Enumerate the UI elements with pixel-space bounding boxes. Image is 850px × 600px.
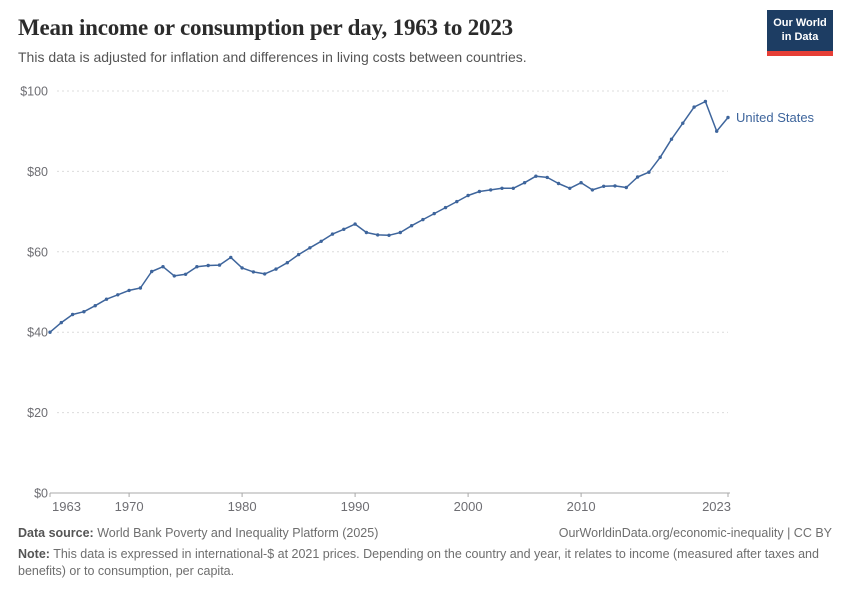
data-point-2009[interactable] <box>568 186 572 190</box>
data-point-1997[interactable] <box>432 211 436 216</box>
owid-logo-line1: Our World <box>773 17 827 29</box>
data-point-1968[interactable] <box>104 297 109 301</box>
data-point-1970[interactable] <box>127 288 131 293</box>
data-point-2020[interactable] <box>692 105 696 109</box>
chart-subtitle: This data is adjusted for inflation and … <box>18 48 527 65</box>
data-point-1965[interactable] <box>70 312 75 317</box>
data-point-2011[interactable] <box>590 188 595 192</box>
y-tick-label-40: $40 <box>27 326 48 340</box>
series-line-united-states[interactable] <box>49 100 729 333</box>
owid-logo-box: Our World in Data <box>767 10 833 51</box>
data-point-1966[interactable] <box>82 310 86 314</box>
data-point-2023[interactable] <box>726 115 730 120</box>
chart-footer: Data source: World Bank Poverty and Ineq… <box>18 526 832 581</box>
x-tick-label-1963: 1963 <box>52 499 81 514</box>
data-point-2002[interactable] <box>489 188 493 192</box>
data-point-1986[interactable] <box>308 246 312 250</box>
note: Note: This data is expressed in internat… <box>18 546 824 581</box>
attribution-separator: | <box>783 526 794 540</box>
data-point-2018[interactable] <box>669 137 674 141</box>
data-point-2016[interactable] <box>647 170 651 174</box>
owid-logo-line2: in Data <box>781 30 819 43</box>
source-row: Data source: World Bank Poverty and Ineq… <box>18 526 832 540</box>
data-point-1985[interactable] <box>296 252 301 257</box>
data-point-1975[interactable] <box>183 272 188 276</box>
owid-url-link[interactable]: OurWorldinData.org/economic-inequality <box>558 526 784 540</box>
x-tick-label-1970: 1970 <box>115 499 144 514</box>
data-point-2010[interactable] <box>579 181 583 185</box>
data-point-2003[interactable] <box>500 186 504 190</box>
data-point-1999[interactable] <box>455 199 459 204</box>
attribution: OurWorldinData.org/economic-inequality |… <box>559 526 832 540</box>
series-label-united-states[interactable]: United States <box>736 110 815 125</box>
data-point-1971[interactable] <box>138 286 143 290</box>
data-point-1992[interactable] <box>376 233 380 237</box>
data-point-1969[interactable] <box>116 293 120 297</box>
license-label: CC BY <box>793 526 832 540</box>
data-point-1981[interactable] <box>251 270 256 274</box>
y-tick-label-80: $80 <box>27 165 48 179</box>
data-source-text: World Bank Poverty and Inequality Platfo… <box>97 526 379 540</box>
data-point-1984[interactable] <box>285 261 289 265</box>
data-point-2022[interactable] <box>715 129 719 133</box>
y-tick-label-20: $20 <box>27 406 48 420</box>
y-tick-label-60: $60 <box>27 245 48 259</box>
data-point-1980[interactable] <box>240 266 244 270</box>
y-tick-label-100: $100 <box>20 85 48 99</box>
data-point-1963[interactable] <box>48 330 52 334</box>
x-tick-label-1980: 1980 <box>228 499 257 514</box>
data-point-1983[interactable] <box>274 267 278 271</box>
data-point-2005[interactable] <box>522 181 527 185</box>
data-point-1994[interactable] <box>398 230 402 235</box>
data-point-1982[interactable] <box>263 272 267 276</box>
data-point-2007[interactable] <box>545 175 549 180</box>
data-point-1991[interactable] <box>364 230 369 235</box>
data-point-2012[interactable] <box>602 184 606 188</box>
data-point-1972[interactable] <box>150 269 154 274</box>
x-tick-label-1990: 1990 <box>341 499 370 514</box>
data-point-1964[interactable] <box>59 320 63 325</box>
data-point-1977[interactable] <box>206 263 210 268</box>
x-tick-label-2000: 2000 <box>454 499 483 514</box>
data-point-2000[interactable] <box>466 193 470 198</box>
data-point-1993[interactable] <box>387 233 391 237</box>
data-source: Data source: World Bank Poverty and Ineq… <box>18 526 378 540</box>
data-point-1979[interactable] <box>229 255 233 260</box>
data-point-1988[interactable] <box>330 232 335 236</box>
data-point-1967[interactable] <box>93 304 97 308</box>
data-point-2021[interactable] <box>703 99 708 104</box>
data-point-1990[interactable] <box>353 222 357 226</box>
owid-logo[interactable]: Our World in Data <box>767 10 833 56</box>
data-point-1996[interactable] <box>421 217 425 222</box>
data-point-1987[interactable] <box>319 239 323 243</box>
data-point-1976[interactable] <box>195 265 199 269</box>
chart-title: Mean income or consumption per day, 1963… <box>18 15 513 40</box>
data-point-1995[interactable] <box>409 224 414 228</box>
data-point-2017[interactable] <box>658 155 662 159</box>
data-point-1998[interactable] <box>443 205 448 210</box>
x-tick-label-2023: 2023 <box>702 499 731 514</box>
chart-header: Mean income or consumption per day, 1963… <box>18 14 750 65</box>
data-point-1989[interactable] <box>342 227 346 231</box>
data-point-2006[interactable] <box>534 174 538 178</box>
data-point-2014[interactable] <box>624 185 628 190</box>
data-point-2019[interactable] <box>681 121 685 125</box>
note-text: This data is expressed in international-… <box>18 547 819 579</box>
owid-logo-accent-bar <box>767 50 833 56</box>
x-tick-label-2010: 2010 <box>567 499 596 514</box>
data-point-2004[interactable] <box>511 186 515 190</box>
data-point-1973[interactable] <box>161 265 165 269</box>
data-source-label: Data source: <box>18 526 94 540</box>
data-point-1974[interactable] <box>172 274 176 278</box>
data-point-2013[interactable] <box>613 184 617 188</box>
data-point-1978[interactable] <box>217 263 222 267</box>
data-point-2001[interactable] <box>477 189 482 194</box>
note-label: Note: <box>18 547 50 561</box>
y-tick-label-0: $0 <box>34 487 48 501</box>
data-point-2015[interactable] <box>635 175 640 179</box>
data-point-2008[interactable] <box>556 181 561 186</box>
